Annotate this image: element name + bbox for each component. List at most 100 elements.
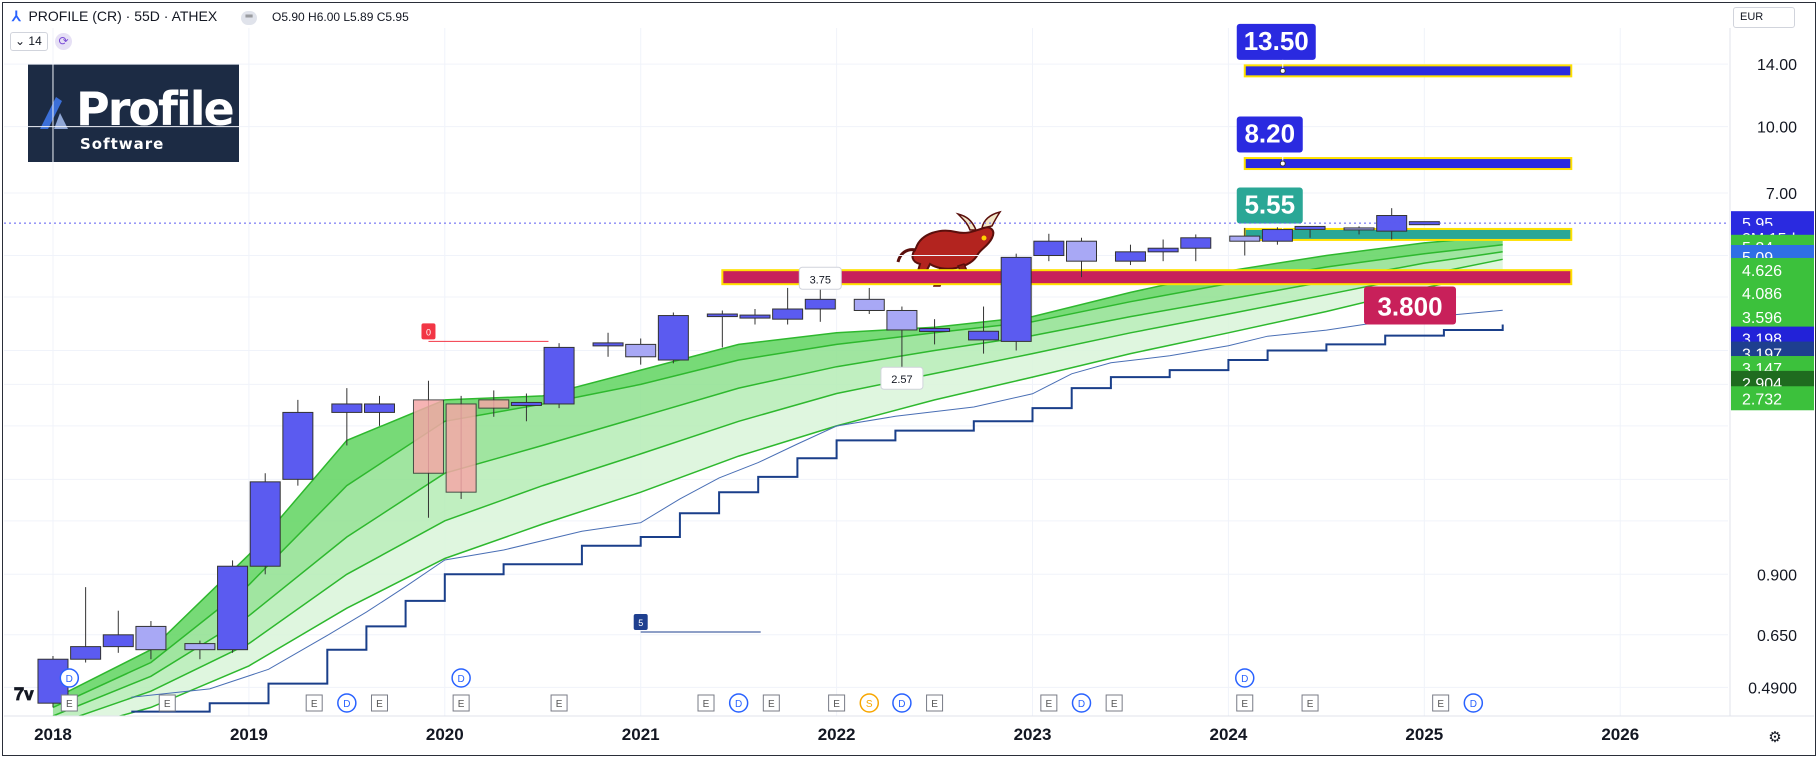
- candle: [249, 473, 281, 575]
- candle-body: [70, 646, 102, 660]
- candle: [625, 338, 657, 365]
- dividend-marker: [59, 668, 80, 688]
- earnings-marker-label: E: [1111, 699, 1118, 710]
- settings-gear-icon[interactable]: ⚙: [1768, 729, 1782, 746]
- earnings-marker-label: E: [703, 699, 710, 710]
- price-zone-label-box: [1236, 187, 1303, 224]
- candle-body: [919, 327, 951, 332]
- candle: [919, 319, 951, 345]
- candle: [1343, 226, 1375, 235]
- earnings-marker-label: E: [1437, 699, 1444, 710]
- y-tick-label: 0.4900: [1748, 680, 1797, 697]
- callout-label: 3.75: [810, 274, 831, 286]
- candle: [706, 310, 738, 348]
- earnings-marker: [158, 694, 176, 712]
- x-tick-label: 2024: [1210, 725, 1248, 744]
- earnings-marker-label: E: [1241, 699, 1248, 710]
- price-zone-band: [1243, 157, 1573, 171]
- candle: [184, 640, 216, 660]
- split-marker: [859, 693, 880, 713]
- earnings-marker: [1105, 694, 1123, 712]
- candle-body: [772, 308, 804, 320]
- step-trend-line: [131, 324, 1504, 713]
- candle-body: [1376, 215, 1408, 232]
- candle-body: [1261, 229, 1293, 242]
- earnings-marker-label: E: [376, 699, 383, 710]
- earnings-marker-label: E: [164, 699, 171, 710]
- callout-label: 3.800: [1377, 292, 1442, 322]
- flag-marker: [633, 613, 648, 630]
- candle: [70, 587, 102, 663]
- candle-body: [592, 342, 624, 347]
- candle: [1000, 253, 1032, 351]
- cloud-band: [79, 259, 1503, 716]
- event-marker-label: D: [898, 699, 905, 710]
- candle: [217, 560, 249, 653]
- candle: [102, 610, 134, 653]
- candle-body: [739, 314, 771, 319]
- dividend-marker: [337, 693, 357, 713]
- price-axis-tag: [1731, 281, 1814, 306]
- candle: [331, 388, 363, 446]
- x-tick-label: 2021: [622, 725, 660, 744]
- cloud-band: [53, 236, 1503, 708]
- earnings-marker-label: E: [833, 699, 840, 710]
- candle-body: [249, 481, 281, 567]
- callout-box: [1364, 286, 1457, 325]
- candle-body: [363, 403, 395, 413]
- callout-label: 2.57: [891, 374, 912, 386]
- candle-body: [1229, 235, 1261, 242]
- candle-body: [217, 565, 249, 651]
- candle-body: [510, 401, 542, 406]
- y-tick-label: 14.00: [1757, 57, 1797, 74]
- candle-body: [135, 625, 167, 651]
- x-tick-label: 2023: [1014, 725, 1052, 744]
- earnings-marker-label: E: [556, 699, 563, 710]
- flag-marker-label: 5: [638, 618, 643, 628]
- candle-body: [1000, 256, 1032, 342]
- price-zone-anchor: [1279, 67, 1286, 74]
- price-axis-tag: [1731, 304, 1814, 329]
- price-axis-tag-label: 3.596: [1742, 310, 1782, 327]
- interval-value: 14: [28, 34, 42, 48]
- price-zone-label-box: [1236, 23, 1316, 60]
- candle-body: [657, 315, 689, 361]
- x-tick-label: 2018: [34, 725, 72, 744]
- earnings-marker: [305, 694, 323, 712]
- symbol-title[interactable]: PROFILE (CR) · 55D · ATHEX: [28, 8, 218, 24]
- earnings-marker-label: E: [311, 699, 318, 710]
- interval-dropdown[interactable]: ⌄ 14: [10, 32, 48, 51]
- candle-body: [853, 298, 885, 311]
- price-zone-label-box: [1236, 116, 1303, 153]
- tradingview-icon[interactable]: ⅄: [12, 8, 21, 24]
- candle-body: [804, 298, 836, 310]
- x-tick-label: 2020: [426, 725, 464, 744]
- chevron-down-icon: ⌄: [15, 34, 26, 48]
- cloud-line: [117, 270, 1503, 716]
- flag-marker: [421, 323, 436, 340]
- dividend-marker: [728, 693, 749, 713]
- candle: [445, 395, 477, 499]
- candle: [1229, 227, 1261, 256]
- candle: [657, 312, 689, 364]
- more-icon[interactable]: ═: [241, 11, 257, 25]
- y-tick-label: 7.00: [1766, 186, 1797, 203]
- candle-body: [1343, 227, 1375, 231]
- logo-sub: Software: [80, 135, 165, 153]
- candle-body: [625, 343, 657, 358]
- candle-body: [968, 330, 1000, 341]
- price-zone-label: 5.55: [1244, 189, 1295, 219]
- earnings-marker: [370, 694, 388, 712]
- currency-selector[interactable]: EUR: [1733, 7, 1795, 28]
- price-zone-band: [1243, 227, 1573, 241]
- candle: [853, 287, 885, 315]
- price-zone-band: [1243, 64, 1573, 78]
- x-tick-label: 2022: [818, 725, 856, 744]
- candle: [1261, 227, 1293, 245]
- earnings-marker: [828, 694, 846, 712]
- candle-body: [543, 346, 575, 405]
- event-marker-label: D: [1078, 699, 1085, 710]
- refresh-icon[interactable]: ⟳: [55, 33, 72, 50]
